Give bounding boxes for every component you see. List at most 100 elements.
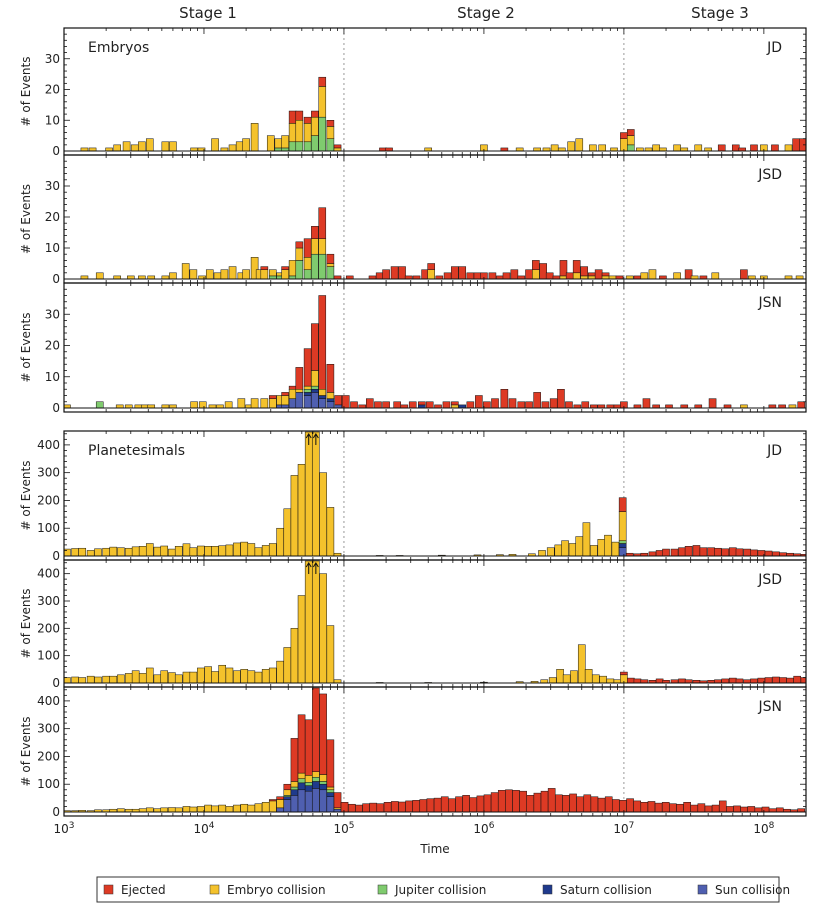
bar-segment-embryo [160, 670, 169, 684]
bar-segment-ejected [533, 792, 542, 813]
bar-segment-jupiter [627, 144, 635, 152]
bar-segment-embryo [556, 669, 564, 684]
bar-segment-ejected [488, 272, 497, 280]
bar-segment-embryo [124, 673, 133, 684]
bar-segment-ejected [604, 796, 613, 813]
y-tick-label: 0 [52, 144, 60, 158]
bar-segment-embryo [281, 135, 289, 149]
bar-segment-ejected [297, 714, 306, 774]
bar-segment-ejected [260, 266, 269, 270]
panel-label: JSN [758, 699, 783, 715]
bar-segment-embryo [189, 671, 198, 684]
stage-labels: Stage 1 Stage 2 Stage 3 [179, 4, 749, 22]
bar-segment-embryo [281, 269, 289, 280]
legend-label-ejected: Ejected [121, 883, 166, 897]
bar-segment-embryo [124, 547, 133, 557]
bar-segment-jupiter [311, 135, 319, 152]
bar-segment-embryo [211, 671, 219, 684]
bar-segment-embryo [283, 789, 292, 796]
bar-segment-embryo [145, 667, 154, 684]
bar-segment-ejected [451, 266, 459, 280]
bar-segment-embryo [189, 269, 198, 280]
y-tick-label: 0 [52, 805, 60, 819]
panel-label: JSN [758, 295, 783, 311]
x-tick-label: 105 [333, 821, 354, 836]
bar-segment-embryo [102, 547, 110, 557]
bar-segment-ejected [426, 798, 435, 813]
bar-segment-ejected [735, 548, 744, 557]
bar-segment-embryo [326, 263, 335, 267]
y-tick-label: 200 [37, 749, 60, 763]
bar-segment-embryo [218, 545, 226, 557]
bar-segment-sun [297, 789, 306, 813]
bar-segment-embryo [204, 804, 212, 813]
bar-segment-sun [319, 789, 327, 813]
bar-segment-ejected [678, 547, 686, 557]
bar-segment-ejected [318, 207, 327, 239]
bar-segment-ejected [355, 804, 363, 813]
bar-segment-sun [318, 398, 327, 409]
bar-segment-embryo [153, 674, 162, 684]
bar-segment-ejected [382, 401, 390, 409]
bar-segment-embryo [575, 536, 584, 557]
bar-segment-embryo [711, 272, 720, 280]
bar-segment-embryo [247, 543, 256, 557]
bar-segment-embryo [673, 272, 681, 280]
bar-segment-ejected [526, 795, 535, 813]
bar-segment-ejected [562, 795, 570, 813]
bar-segment-embryo [131, 546, 140, 557]
bar-segment-embryo [138, 546, 147, 557]
bar-segment-ejected [627, 677, 635, 684]
bar-segment-embryo [109, 546, 118, 557]
bar-segment-sun [326, 401, 335, 409]
bar-segment-embryo [326, 126, 335, 139]
bar-segment-embryo [283, 508, 292, 557]
bar-segment-ejected [510, 269, 519, 280]
bar-segment-ejected [303, 116, 312, 124]
bar-segment-saturn [318, 395, 327, 399]
bar-segment-embryo [598, 144, 606, 152]
bar-segment-embryo [122, 141, 131, 152]
y-tick-label: 200 [37, 493, 60, 507]
bar-segment-ejected [334, 395, 342, 406]
bar-segment-saturn [303, 392, 312, 396]
bar-segment-ejected [311, 110, 319, 118]
bar-segment-embryo [319, 472, 327, 557]
bar-segment-embryo [117, 674, 125, 684]
bar-segment-ejected [772, 551, 780, 557]
bar-segment-ejected [786, 677, 794, 684]
bar-segment-embryo [312, 431, 320, 557]
y-tick-label: 10 [45, 370, 60, 384]
bar-segment-ejected [601, 272, 610, 277]
bar-segment-ejected [483, 401, 491, 409]
bar-segment-ejected [669, 803, 677, 813]
bar-segment-ejected [451, 401, 459, 406]
panel-planetesimals-jsd: 0 100 200 300 400 JSD # of Events [19, 559, 807, 690]
bar-segment-ejected [740, 269, 748, 280]
y-tick-label: 300 [37, 722, 60, 736]
bar-segment-ejected [793, 675, 801, 684]
bar-segment-embryo [288, 123, 297, 143]
bar-segment-ejected [697, 803, 706, 813]
bar-segment-jupiter [311, 253, 319, 280]
bar-segment-ejected [612, 799, 620, 813]
bar-segment-ejected [281, 392, 289, 396]
bar-segment-jupiter [318, 253, 327, 280]
bar-segment-ejected [692, 545, 701, 557]
bar-segment-ejected [588, 272, 596, 277]
bar-segment-embryo [326, 625, 335, 684]
bar-segment-ejected [743, 548, 751, 557]
bar-segment-ejected [735, 678, 744, 684]
legend-swatch-jupiter [377, 884, 388, 895]
y-tick-label: 0 [52, 272, 60, 286]
bar-segment-embryo [584, 669, 593, 684]
bar-segment-ejected [268, 395, 277, 399]
bar-segment-embryo [211, 546, 219, 557]
bar-segment-embryo [145, 543, 154, 557]
bar-segment-embryo [250, 123, 259, 152]
bar-segment-embryo [247, 670, 256, 684]
bar-segment-ejected [594, 269, 603, 280]
bar-segment-embryo [274, 138, 283, 149]
bar-segment-embryo [182, 806, 191, 813]
